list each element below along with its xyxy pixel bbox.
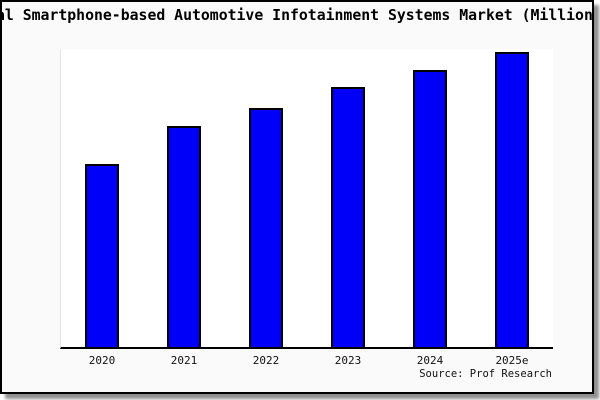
x-tick-label-2025e: 2025e [495,354,529,367]
x-tick-label-2022: 2022 [252,354,280,367]
x-tick-label-2024: 2024 [416,354,444,367]
bar-2022 [249,108,283,347]
x-tick-label-2020: 2020 [88,354,116,367]
bar-2020 [85,164,119,347]
x-tick-label-2021: 2021 [170,354,198,367]
x-tick-label-2023: 2023 [334,354,362,367]
source-note: Source: Prof Research [419,368,552,380]
bar-2024 [413,70,447,347]
plot-area [60,49,553,349]
chart-title: al Smartphone-based Automotive Infotainm… [0,7,593,24]
bar-2021 [167,126,201,347]
bar-2023 [331,87,365,347]
chart-figure: al Smartphone-based Automotive Infotainm… [0,0,594,394]
bar-2025e [495,52,529,347]
